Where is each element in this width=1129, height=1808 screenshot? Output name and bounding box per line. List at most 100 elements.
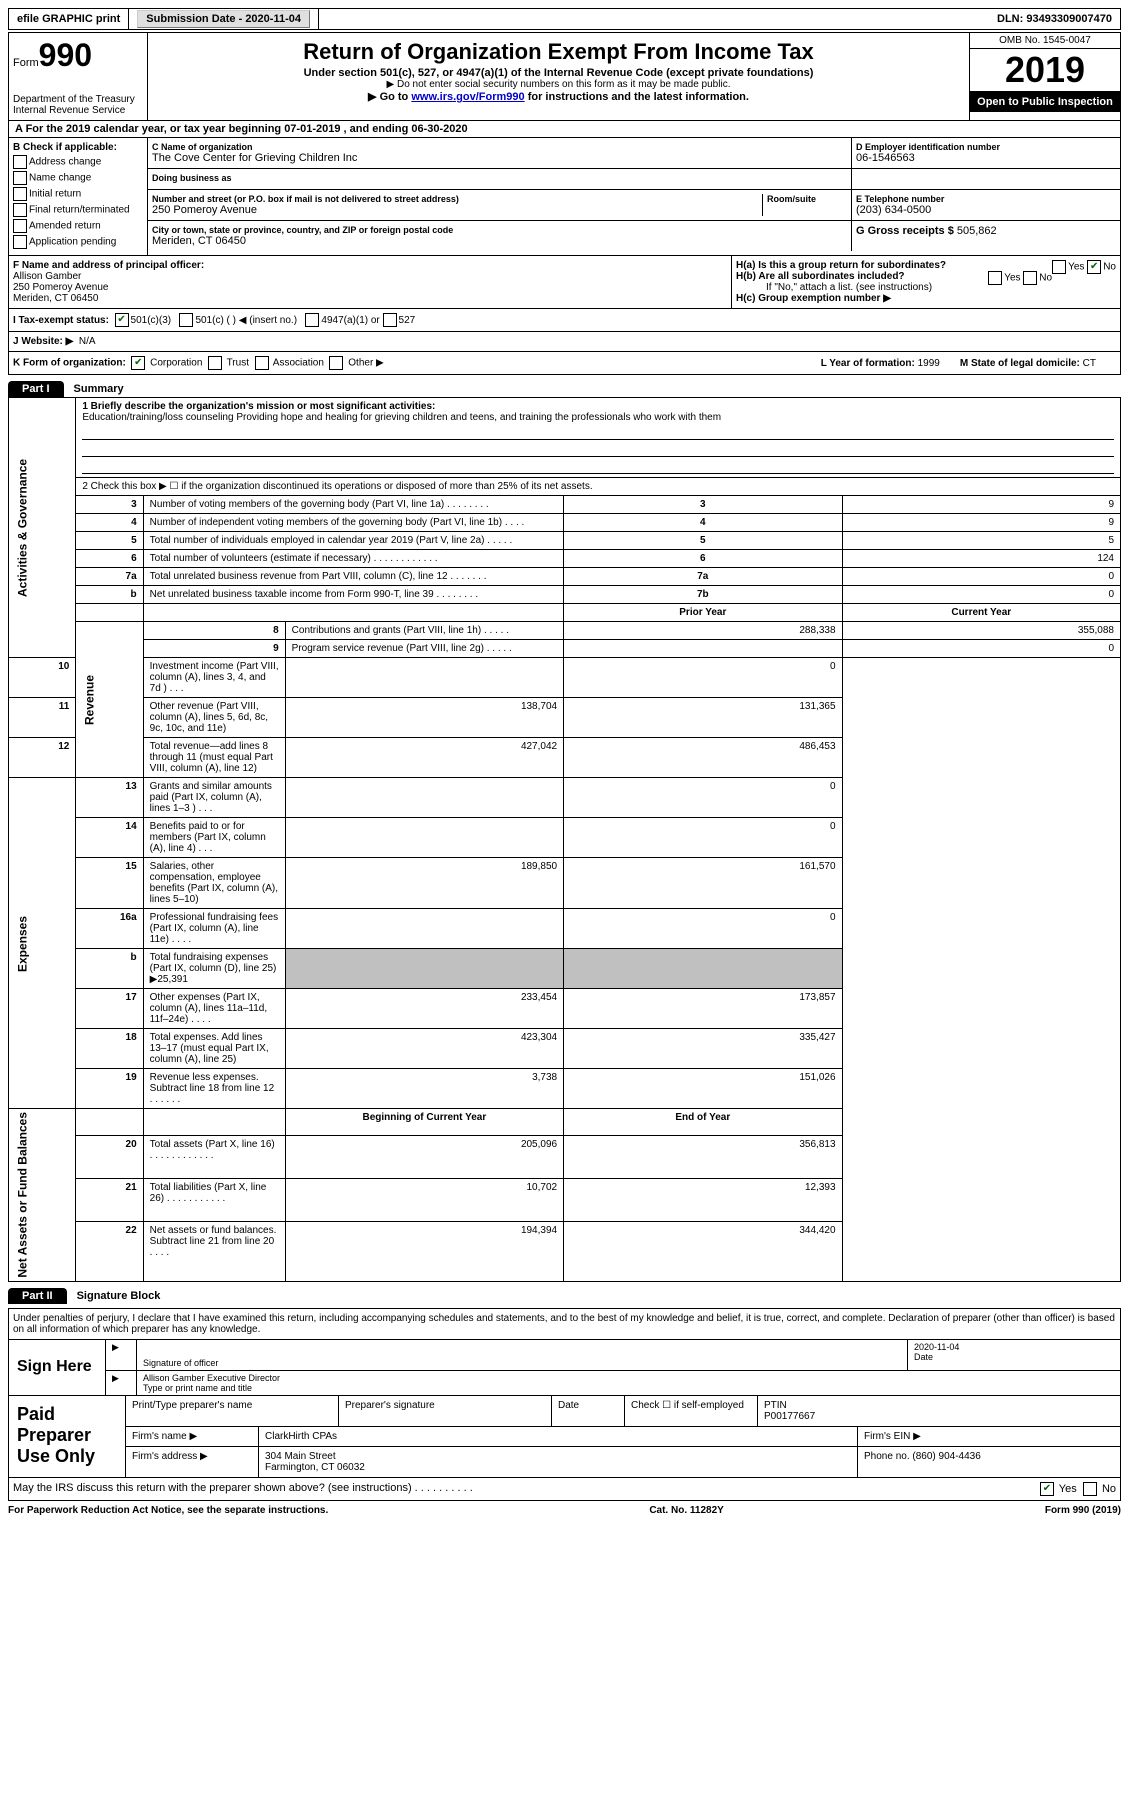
val-unrelated-rev: 0 [842, 568, 1120, 586]
hc-label: H(c) Group exemption number ▶ [736, 293, 891, 304]
ha-yes-chk[interactable] [1052, 260, 1066, 274]
e-phone-label: E Telephone number [856, 194, 1116, 204]
side-netassets: Net Assets or Fund Balances [9, 1109, 76, 1282]
mission-text: Education/training/loss counseling Provi… [82, 412, 721, 423]
f-label: F Name and address of principal officer: [13, 260, 204, 271]
j-label: J Website: ▶ [13, 336, 73, 347]
val-employees: 5 [842, 532, 1120, 550]
part1-title: Summary [64, 381, 134, 397]
ha-label: H(a) Is this a group return for subordin… [736, 260, 946, 271]
k-other-chk[interactable] [329, 356, 343, 370]
part1-header: Part I Summary [8, 381, 1121, 397]
d-ein-label: D Employer identification number [856, 142, 1116, 152]
chk-final-return[interactable]: Final return/terminated [13, 203, 143, 217]
phone-value: (203) 634-0500 [856, 204, 1116, 216]
officer-name: Allison Gamber [13, 271, 81, 282]
street-value: 250 Pomeroy Avenue [152, 204, 762, 216]
pp-date-label: Date [552, 1396, 625, 1426]
hb-note: If "No," attach a list. (see instruction… [736, 282, 1116, 293]
section-fh: F Name and address of principal officer:… [8, 256, 1121, 309]
section-bcdeg: B Check if applicable: Address change Na… [8, 138, 1121, 256]
firm-phone-label: Phone no. [864, 1451, 910, 1462]
room-label: Room/suite [767, 194, 847, 204]
submission-button[interactable]: Submission Date - 2020-11-04 [137, 10, 310, 28]
ptin-value: P00177667 [764, 1411, 815, 1422]
instructions-link[interactable]: www.irs.gov/Form990 [411, 91, 524, 103]
footer-left: For Paperwork Reduction Act Notice, see … [8, 1505, 328, 1516]
c-name-label: C Name of organization [152, 142, 847, 152]
efile-label: efile GRAPHIC print [9, 9, 129, 29]
chk-amended-return[interactable]: Amended return [13, 219, 143, 233]
discuss-no-chk[interactable] [1083, 1482, 1097, 1496]
k-assoc-chk[interactable] [255, 356, 269, 370]
page-footer: For Paperwork Reduction Act Notice, see … [8, 1501, 1121, 1520]
firm-name-value: ClarkHirth CPAs [259, 1427, 858, 1446]
org-name: The Cove Center for Grieving Children In… [152, 152, 847, 164]
val-volunteers: 124 [842, 550, 1120, 568]
footer-mid: Cat. No. 11282Y [649, 1505, 723, 1516]
k-corp-chk[interactable] [131, 356, 145, 370]
col-beginning: Beginning of Current Year [363, 1112, 487, 1123]
typed-name-value: Allison Gamber Executive Director [143, 1373, 280, 1383]
row-i: I Tax-exempt status: 501(c)(3) 501(c) ( … [8, 309, 1121, 332]
row-j: J Website: ▶ N/A [8, 332, 1121, 352]
part2-tab: Part II [8, 1288, 67, 1304]
k-trust-chk[interactable] [208, 356, 222, 370]
part1-tab: Part I [8, 381, 64, 397]
state-domicile: CT [1083, 358, 1096, 369]
sig-date-label: Date [914, 1352, 933, 1362]
i-527-chk[interactable] [383, 313, 397, 327]
part2-title: Signature Block [67, 1288, 171, 1304]
row-klm: K Form of organization: Corporation Trus… [8, 352, 1121, 375]
discuss-text: May the IRS discuss this return with the… [13, 1482, 1040, 1496]
dln-label: DLN: 93493309007470 [989, 9, 1120, 29]
side-revenue: Revenue [76, 622, 143, 778]
hb-label: H(b) Are all subordinates included? [736, 271, 905, 282]
firm-name-label: Firm's name ▶ [126, 1427, 259, 1446]
i-501c-chk[interactable] [179, 313, 193, 327]
officer-addr1: 250 Pomeroy Avenue [13, 282, 108, 293]
subtitle-2: ▶ Do not enter social security numbers o… [152, 79, 965, 90]
summary-table: Activities & Governance 1 Briefly descri… [8, 397, 1121, 1282]
firm-addr2: Farmington, CT 06032 [265, 1462, 365, 1473]
year-formation: 1999 [918, 358, 940, 369]
row-a-period: A For the 2019 calendar year, or tax yea… [8, 121, 1121, 138]
pp-sig-label: Preparer's signature [339, 1396, 552, 1426]
hb-yes-chk[interactable] [988, 271, 1002, 285]
sign-here-label: Sign Here [9, 1340, 106, 1395]
discuss-yes-chk[interactable] [1040, 1482, 1054, 1496]
ptin-label: PTIN [764, 1400, 787, 1411]
side-activities: Activities & Governance [9, 398, 76, 658]
tax-year: 2019 [970, 49, 1120, 92]
l1-label: 1 Briefly describe the organization's mi… [82, 401, 435, 412]
chk-name-change[interactable]: Name change [13, 171, 143, 185]
city-value: Meriden, CT 06450 [152, 235, 847, 247]
chk-address-change[interactable]: Address change [13, 155, 143, 169]
side-expenses: Expenses [9, 778, 76, 1109]
chk-application-pending[interactable]: Application pending [13, 235, 143, 249]
subtitle-1: Under section 501(c), 527, or 4947(a)(1)… [304, 67, 814, 79]
m-label: M State of legal domicile: [960, 358, 1080, 369]
signature-block: Under penalties of perjury, I declare th… [8, 1308, 1121, 1501]
form-number: 990 [39, 37, 92, 73]
val-net-unrelated: 0 [842, 586, 1120, 604]
arrow-icon: ▶ [106, 1340, 137, 1370]
form-title: Return of Organization Exempt From Incom… [152, 39, 965, 65]
website-value: N/A [79, 336, 96, 347]
hb-no-chk[interactable] [1023, 271, 1037, 285]
ha-no-chk[interactable] [1087, 260, 1101, 274]
firm-ein-label: Firm's EIN ▶ [858, 1427, 1120, 1446]
i-label: I Tax-exempt status: [13, 315, 109, 326]
top-bar: efile GRAPHIC print Submission Date - 20… [8, 8, 1121, 30]
dept-label: Department of the Treasury Internal Reve… [13, 94, 143, 116]
i-501c3-chk[interactable] [115, 313, 129, 327]
firm-addr-label: Firm's address ▶ [126, 1447, 259, 1477]
ein-value: 06-1546563 [856, 152, 1116, 164]
firm-phone-value: (860) 904-4436 [912, 1451, 980, 1462]
l-label: L Year of formation: [821, 358, 915, 369]
footer-right: Form 990 (2019) [1045, 1505, 1121, 1516]
chk-initial-return[interactable]: Initial return [13, 187, 143, 201]
paid-preparer-label: Paid Preparer Use Only [9, 1396, 126, 1477]
part2-header: Part II Signature Block [8, 1288, 1121, 1304]
i-4947-chk[interactable] [305, 313, 319, 327]
